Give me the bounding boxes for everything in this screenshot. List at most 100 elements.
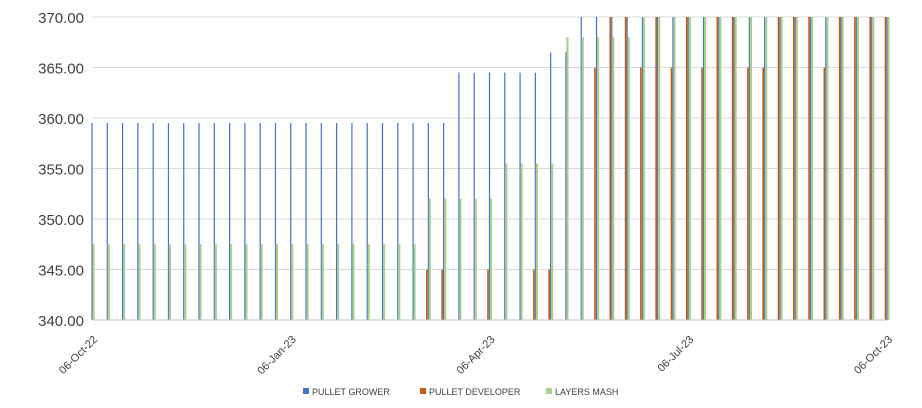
bar-layers-mash [138,244,141,320]
bar-pullet-grower [519,72,521,320]
bar-layers-mash [826,17,829,320]
bar-layers-mash [122,244,126,320]
bar-layers-mash [505,163,508,320]
bar-pullet-grower [718,17,720,320]
bar-pullet-grower [259,123,261,320]
bar-pullet-grower [611,17,613,320]
bar-pullet-grower [458,72,460,320]
bar-pullet-grower [167,123,170,320]
y-tick-label: 355.00 [38,162,84,179]
bar-pullet-grower [595,17,598,320]
bar-layers-mash [229,244,233,320]
bar-pullet-grower [305,123,307,320]
bar-pullet-grower [336,123,338,320]
bar-pullet-developer [854,17,856,320]
bar-layers-mash [444,198,447,320]
x-tick-label: 06-Oct-23 [852,334,895,377]
bar-pullet-developer [655,17,657,320]
bar-pullet-grower [351,123,353,320]
x-tick-label: 06-Oct-22 [57,334,100,377]
bar-pullet-grower [855,17,858,320]
bar-pullet-grower [152,123,154,320]
bar-layers-mash [184,244,187,320]
legend: PULLET GROWER PULLET DEVELOPER LAYERS MASH [303,387,618,397]
bar-pullet-grower [840,17,842,320]
bars [91,17,890,320]
bar-pullet-developer [685,17,688,320]
bar-pullet-developer [869,17,872,320]
bar-pullet-grower [733,17,735,320]
bar-pullet-grower [244,123,246,320]
bar-layers-mash [535,163,538,320]
bar-layers-mash [765,17,768,320]
bar-layers-mash [153,244,156,320]
bar-pullet-grower [412,123,414,320]
bar-pullet-developer [594,67,596,320]
bar-pullet-grower [121,123,124,320]
bar-layers-mash [856,17,860,320]
bar-pullet-grower [228,123,231,320]
x-tick-label: 06-Apr-23 [455,334,498,377]
y-tick-label: 360.00 [38,111,84,128]
bar-pullet-grower [397,123,399,320]
legend-swatch [420,388,426,394]
bar-layers-mash [658,17,661,320]
bar-pullet-grower [213,123,215,320]
bar-pullet-developer [533,269,535,320]
bar-layers-mash [199,244,202,320]
bar-pullet-developer [441,269,443,320]
bar-layers-mash [474,198,477,320]
bar-layers-mash [581,37,584,320]
x-tick-label: 06-Jan-23 [255,334,299,378]
bar-pullet-developer [838,17,841,320]
bar-pullet-grower [657,17,659,320]
bar-pullet-developer [426,269,428,320]
bar-layers-mash [92,244,95,320]
bar-pullet-developer [670,67,673,320]
bar-layers-mash [245,244,248,320]
bar-layers-mash [260,244,263,320]
x-tick-label: 06-Jul-23 [655,334,696,375]
bar-layers-mash [489,198,493,320]
bar-layers-mash [872,17,875,320]
bar-pullet-grower [504,72,506,320]
bar-pullet-grower [91,123,93,320]
bar-layers-mash [321,244,324,320]
bar-layers-mash [551,163,554,320]
bar-layers-mash [688,17,691,320]
bar-pullet-grower [779,17,781,320]
y-tick-label: 340.00 [38,313,84,330]
legend-label: PULLET GROWER [312,387,390,397]
bar-pullet-grower [473,72,475,320]
bar-pullet-developer [777,17,780,320]
bar-layers-mash [734,17,737,320]
bar-layers-mash [382,244,386,320]
bar-pullet-grower [427,123,429,320]
bar-pullet-grower [672,17,674,320]
bar-pullet-grower [183,123,185,320]
bar-pullet-grower [381,123,384,320]
bar-pullet-grower [626,17,628,320]
bar-pullet-developer [762,67,764,320]
bar-pullet-developer [823,67,826,320]
y-tick-label: 350.00 [38,212,84,229]
bar-layers-mash [352,244,355,320]
bar-layers-mash [428,198,431,320]
bar-layers-mash [810,17,814,320]
bar-pullet-grower [198,123,200,320]
bar-pullet-developer [624,17,627,320]
y-tick-label: 345.00 [38,263,84,280]
bar-pullet-grower [565,52,567,320]
bar-layers-mash [459,198,462,320]
bar-layers-mash [612,37,615,320]
bar-pullet-grower [748,17,751,320]
bar-layers-mash [168,244,172,320]
bar-pullet-grower [641,17,643,320]
bar-pullet-developer [792,17,795,320]
legend-swatch [546,388,552,394]
bar-pullet-developer [716,17,719,320]
bar-layers-mash [887,17,890,320]
bar-pullet-grower [366,123,368,320]
bar-layers-mash [337,244,340,320]
